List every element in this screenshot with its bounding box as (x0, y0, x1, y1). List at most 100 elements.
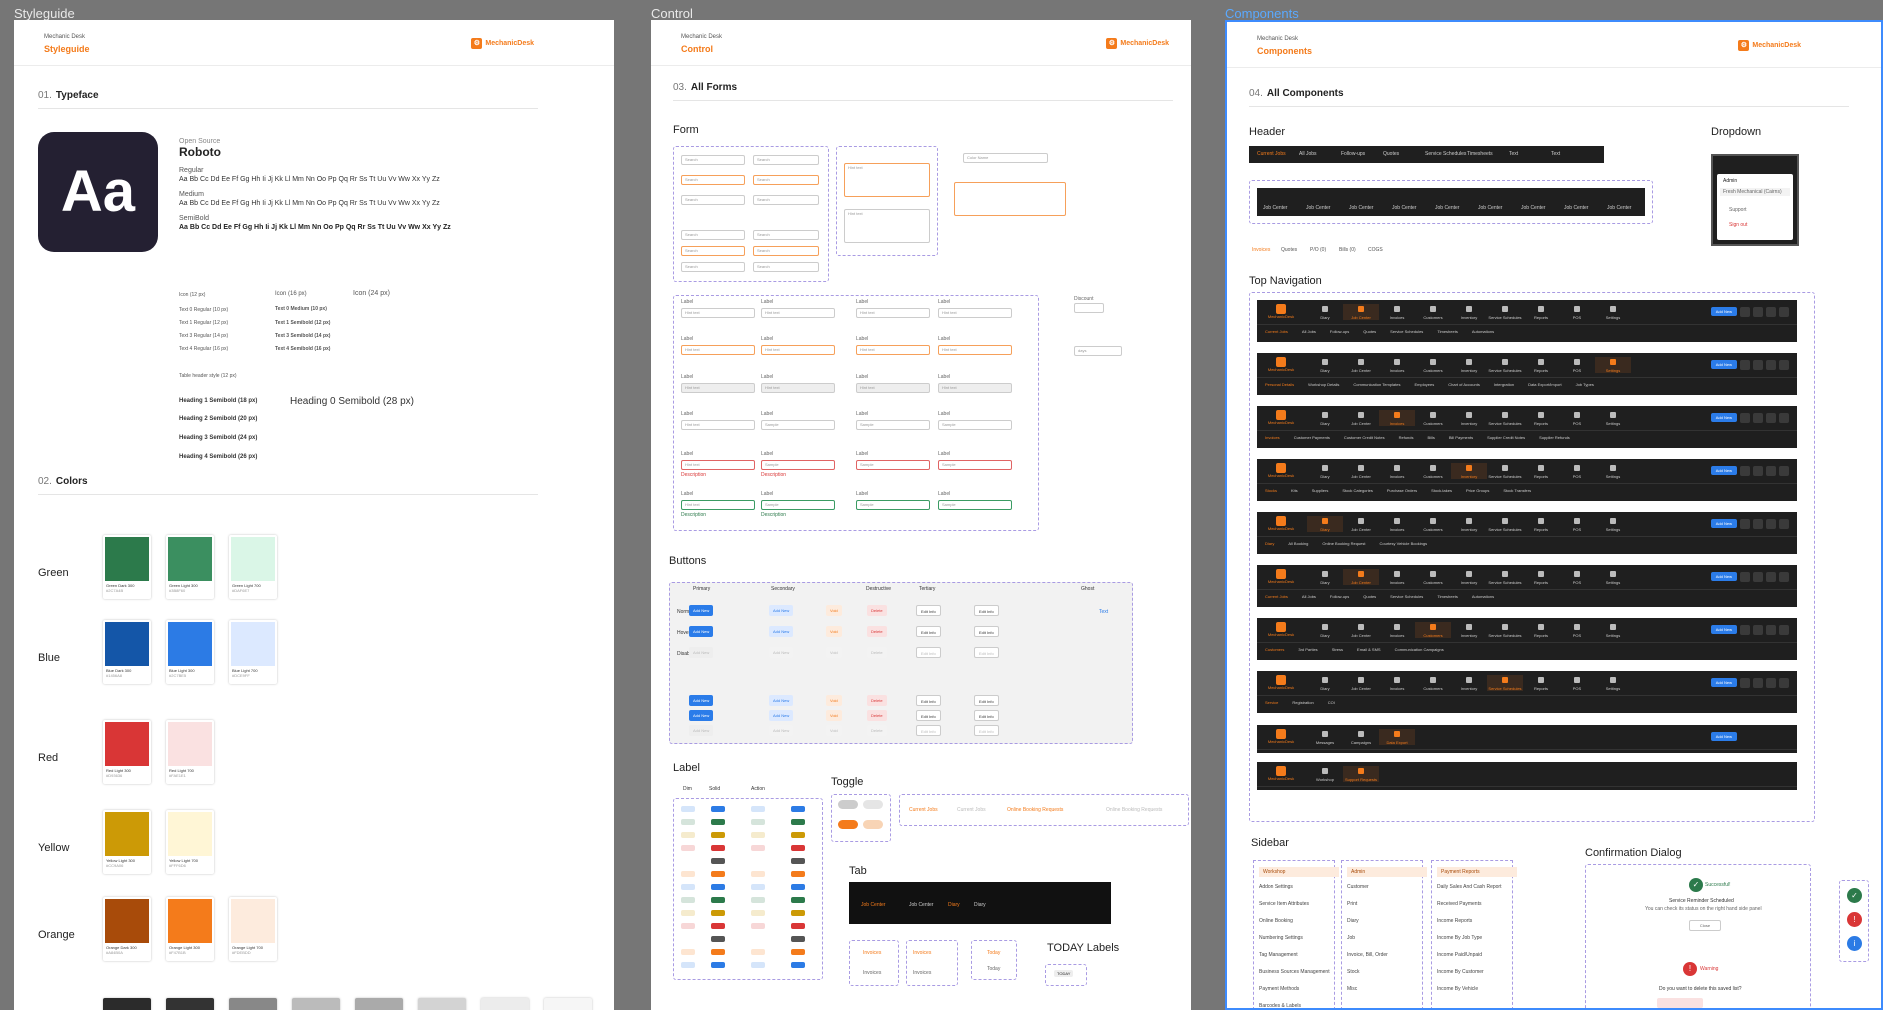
search-input[interactable]: Search (753, 195, 819, 205)
text-field[interactable]: Hint text (681, 460, 755, 470)
add-new-button[interactable]: Add New (1710, 519, 1737, 528)
add-new-secondary-button[interactable]: Add New (769, 710, 794, 721)
add-new-button[interactable]: Add New (1710, 678, 1737, 687)
label-action-chip[interactable] (751, 884, 765, 890)
top-nav-item[interactable]: Reports (1523, 357, 1559, 373)
top-nav-sub-item[interactable]: Stocks (1265, 488, 1278, 493)
top-nav-sub-item[interactable]: Employees (1414, 382, 1435, 387)
text-field[interactable]: Sample (856, 420, 930, 430)
sub-tab[interactable]: Invoices (1252, 247, 1271, 253)
tool-icon[interactable] (1779, 678, 1789, 688)
add-new-secondary-button[interactable]: Add New (769, 626, 794, 637)
edit-info-button[interactable]: Edit Info (916, 605, 941, 616)
text-field[interactable]: Hint text (681, 308, 755, 318)
delete-button[interactable]: Delete (867, 695, 887, 706)
sidebar-item[interactable]: Income Paid/Unpaid (1437, 952, 1483, 958)
tab-invoices[interactable]: Invoices (863, 970, 882, 976)
top-nav-item[interactable]: Workshop (1307, 766, 1343, 782)
sidebar-item[interactable]: Print (1347, 901, 1358, 907)
top-nav-sub-item[interactable]: Registration (1292, 700, 1314, 705)
header-tab[interactable]: Follow-ups (1341, 151, 1366, 157)
sidebar-item[interactable]: Barcodes & Labels (1259, 1003, 1301, 1009)
top-nav-sub-item[interactable]: Service Schedules (1390, 594, 1424, 599)
top-nav-logo[interactable]: MechanicDesk (1263, 569, 1299, 587)
tool-icon[interactable] (1753, 413, 1763, 423)
sidebar-item[interactable]: Income By Job Type (1437, 935, 1483, 941)
top-nav-item[interactable]: Settings (1595, 569, 1631, 585)
sidebar-item[interactable]: Online Booking (1259, 918, 1293, 924)
label-action-chip[interactable] (791, 819, 805, 825)
sidebar-item[interactable]: Payment Reports (1437, 867, 1517, 877)
top-nav-item[interactable]: Diary (1307, 675, 1343, 691)
top-nav-item[interactable]: Inventory (1451, 357, 1487, 373)
label-action-chip[interactable] (751, 845, 765, 851)
search-input[interactable]: Search (681, 175, 745, 185)
search-input[interactable]: Search (681, 155, 745, 165)
top-nav-sub-item[interactable]: Service (1265, 700, 1279, 705)
top-nav-item[interactable]: Customers (1415, 357, 1451, 373)
void-button[interactable]: Void (826, 605, 842, 616)
label-action-chip[interactable] (751, 936, 765, 942)
text-field[interactable]: Sample (938, 500, 1012, 510)
top-nav-item[interactable]: POS (1559, 410, 1595, 426)
label-action-chip[interactable] (791, 832, 805, 838)
top-nav-item[interactable]: Job Center (1343, 675, 1379, 691)
sidebar-item[interactable]: Service Item Attributes (1259, 901, 1310, 907)
job-center-nav-item[interactable]: Job Center (1521, 205, 1546, 211)
top-nav-sub-item[interactable]: Current Jobs (1265, 594, 1288, 599)
top-nav-item[interactable]: Diary (1307, 463, 1343, 479)
frame-label-styleguide[interactable]: Styleguide (14, 6, 75, 21)
top-nav-sub-item[interactable]: Bill Payments (1448, 435, 1474, 440)
top-nav-sub-item[interactable]: Refunds (1398, 435, 1414, 440)
label-action-chip[interactable] (751, 806, 765, 812)
top-nav-sub-item[interactable]: 3rd Parties (1298, 647, 1318, 652)
top-nav-item[interactable]: Settings (1595, 357, 1631, 373)
top-nav-item[interactable]: Job Center (1343, 516, 1379, 532)
header-tab[interactable]: Quotes (1383, 151, 1400, 157)
top-nav-sub-item[interactable]: Stock Transfers (1503, 488, 1532, 493)
top-nav-logo[interactable]: MechanicDesk (1263, 357, 1299, 375)
top-nav-item[interactable]: Job Center (1343, 410, 1379, 426)
top-nav-sub-item[interactable]: Communication Campaigns (1394, 647, 1444, 652)
status-tab[interactable]: Current Jobs (909, 807, 938, 813)
top-nav-sub-item[interactable]: Current Jobs (1265, 329, 1288, 334)
delete-button[interactable]: Delete (867, 626, 887, 637)
top-nav-logo[interactable]: MechanicDesk (1263, 675, 1299, 693)
sidebar-item[interactable]: Job (1347, 935, 1356, 941)
label-action-chip[interactable] (791, 884, 805, 890)
top-nav-item[interactable]: POS (1559, 569, 1595, 585)
add-new-button[interactable]: Add New (689, 695, 714, 706)
tab-today[interactable]: Today (987, 966, 1001, 972)
top-nav-item[interactable]: Reports (1523, 463, 1559, 479)
label-action-chip[interactable] (791, 871, 805, 877)
top-nav-sub-item[interactable]: Bills (1427, 435, 1435, 440)
top-nav-item[interactable]: POS (1559, 622, 1595, 638)
text-field[interactable]: Hint text (856, 345, 930, 355)
edit-info-button[interactable]: Edit Info (974, 605, 999, 616)
tool-icon[interactable] (1766, 360, 1776, 370)
edit-info-button[interactable]: Edit Info (974, 626, 999, 637)
top-nav-item[interactable]: Settings (1595, 516, 1631, 532)
add-new-button[interactable]: Add New (689, 710, 714, 721)
sidebar-item[interactable]: Workshop (1259, 867, 1339, 877)
text-field[interactable]: Sample (761, 420, 835, 430)
tab-invoices-count[interactable]: Invoices (913, 970, 932, 976)
job-center-nav-item[interactable]: Job Center (1306, 205, 1331, 211)
top-nav-item[interactable]: Inventory (1451, 675, 1487, 691)
top-nav-item[interactable]: Inventory (1451, 304, 1487, 320)
top-nav-sub-item[interactable]: Purchase Orders (1386, 488, 1418, 493)
tool-icon[interactable] (1779, 572, 1789, 582)
top-nav-item[interactable]: Reports (1523, 516, 1559, 532)
top-nav-item[interactable]: Customers (1415, 304, 1451, 320)
label-action-chip[interactable] (791, 858, 805, 864)
sidebar-item[interactable]: Business Sources Management (1259, 969, 1330, 975)
top-nav-sub-item[interactable]: COI (1327, 700, 1335, 705)
add-new-secondary-button[interactable]: Add New (769, 695, 794, 706)
top-nav-sub-item[interactable]: Chart of Accounts (1448, 382, 1480, 387)
text-field[interactable]: Hint text (938, 308, 1012, 318)
top-nav-sub-item[interactable]: Supplier Credit Notes (1487, 435, 1526, 440)
sidebar-item[interactable]: Numbering Settings (1259, 935, 1303, 941)
job-center-nav-item[interactable]: Job Center (1349, 205, 1374, 211)
top-nav-item[interactable]: Messages (1307, 729, 1343, 745)
tag-input[interactable] (954, 182, 1066, 216)
